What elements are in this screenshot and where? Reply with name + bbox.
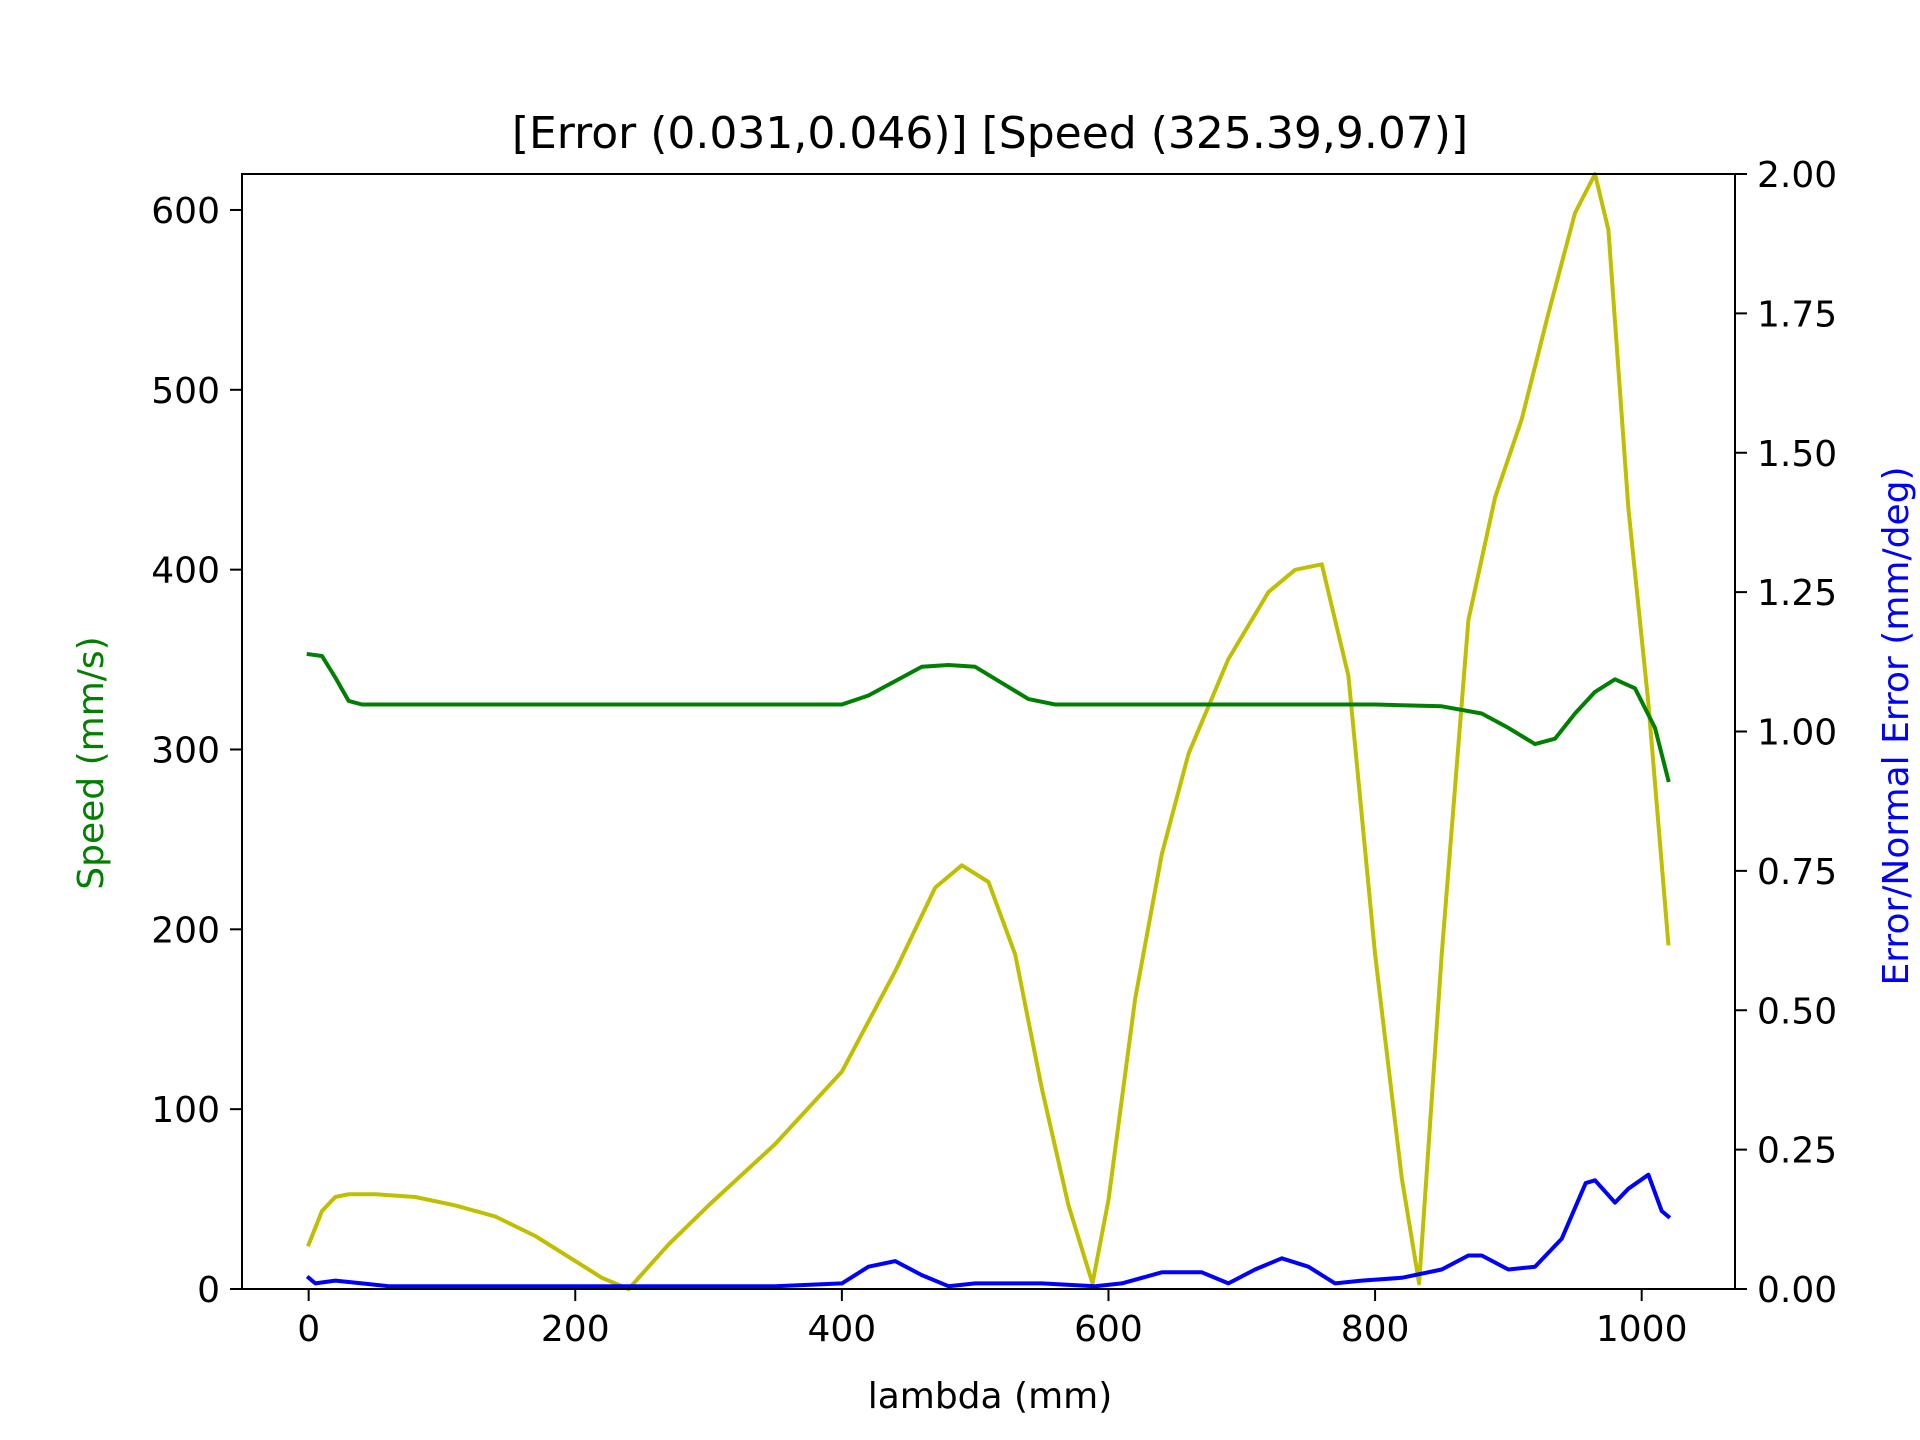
series-line-normal-error xyxy=(306,172,1671,1291)
chart-title: [Error (0.031,0.046)] [Speed (325.39,9.0… xyxy=(512,108,1468,159)
plot-lines xyxy=(305,172,1672,1291)
x-tick-label: 600 xyxy=(1074,1309,1143,1350)
y2-tick-label: 1.25 xyxy=(1757,573,1837,614)
y2-axis-label: Error/Normal Error (mm/deg) xyxy=(1876,467,1917,986)
y-tick-label: 200 xyxy=(151,910,220,951)
x-tick-label: 0 xyxy=(297,1309,320,1350)
y2-tick-label: 1.50 xyxy=(1757,434,1837,475)
y2-tick-label: 0.00 xyxy=(1757,1270,1837,1311)
x-tick-label: 200 xyxy=(541,1309,610,1350)
y2-tick-label: 0.25 xyxy=(1757,1131,1837,1172)
x-axis-label: lambda (mm) xyxy=(868,1376,1113,1417)
y2-tick-label: 1.75 xyxy=(1757,294,1837,335)
series-line-error xyxy=(305,1172,1672,1289)
x-tick-label: 800 xyxy=(1341,1309,1410,1350)
axes: 0 200 400 600 800 1000 0 100 200 300 400 500 600 0.00… xyxy=(151,155,1837,1350)
y2-tick-label: 2.00 xyxy=(1757,155,1837,196)
y-tick-label: 600 xyxy=(151,191,220,232)
x-tick-label: 1000 xyxy=(1596,1309,1688,1350)
y-tick-label: 100 xyxy=(151,1090,220,1131)
y-tick-label: 500 xyxy=(151,371,220,412)
y-axis-label: Speed (mm/s) xyxy=(71,636,112,889)
y2-tick-label: 0.75 xyxy=(1757,852,1837,893)
y2-tick-label: 1.00 xyxy=(1757,713,1837,754)
series-line-speed xyxy=(306,651,1671,783)
y-tick-label: 400 xyxy=(151,551,220,592)
y-tick-label: 300 xyxy=(151,730,220,771)
x-tick-label: 400 xyxy=(808,1309,877,1350)
y2-tick-label: 0.50 xyxy=(1757,991,1837,1032)
y-tick-label: 0 xyxy=(197,1270,220,1311)
